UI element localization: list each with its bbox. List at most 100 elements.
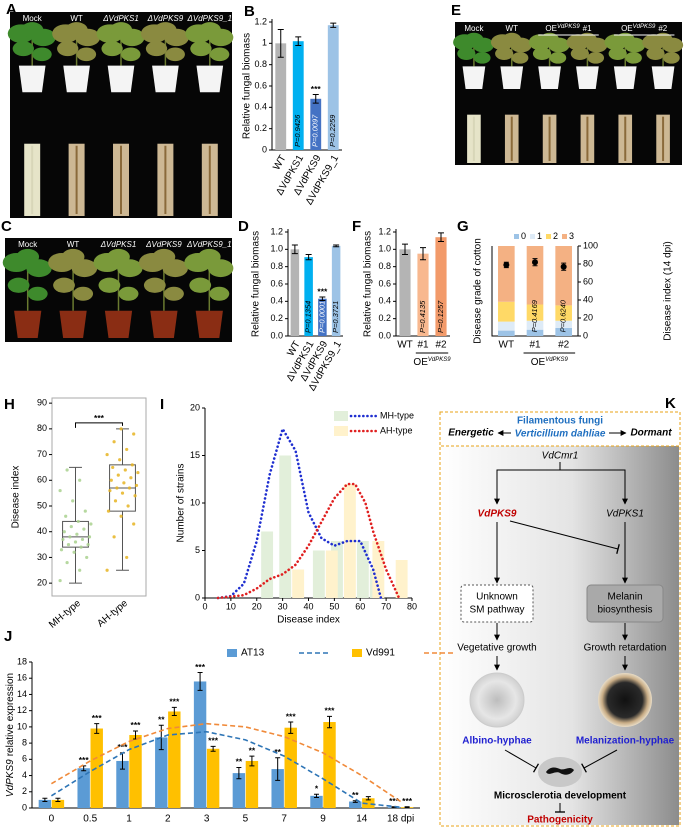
error-bar	[197, 672, 203, 691]
pot	[538, 66, 561, 90]
data-point	[125, 447, 129, 452]
bar	[372, 541, 385, 598]
x-tick-label: 0	[202, 601, 207, 611]
legend-swatch	[334, 411, 348, 421]
bar-segment	[555, 320, 572, 328]
trend-curve	[216, 427, 383, 600]
chart-panel: G 0 20 40 60 80 100 0 1 2 3 WT P=0.4169 #1 P=0.6240 #2 O…	[457, 218, 674, 368]
disease-index-point	[532, 259, 538, 266]
x-tick-label: 80	[407, 601, 417, 611]
pot	[104, 310, 133, 339]
leaf	[53, 277, 75, 293]
leaf	[608, 47, 627, 60]
whisker	[69, 547, 82, 584]
data-point	[59, 548, 64, 552]
x-tick-label: MH-type	[47, 598, 83, 631]
phenotype: Albino-hyphae	[462, 736, 532, 747]
significance: ***	[325, 706, 336, 716]
leaf	[16, 248, 40, 265]
pot	[195, 310, 223, 339]
leaf	[549, 52, 567, 64]
tick-label: 10	[17, 721, 27, 731]
significance: **	[352, 790, 359, 800]
data-point	[120, 491, 125, 495]
tick-label: 0	[583, 330, 588, 340]
panel-letter: J	[4, 628, 12, 645]
growth: Growth retardation	[584, 643, 667, 654]
tick-label: 0.2	[254, 123, 267, 133]
data-point	[115, 486, 119, 490]
leaf	[109, 22, 133, 38]
box	[62, 520, 89, 548]
data-point	[136, 470, 140, 475]
group-label: OEVdPKS9 #1	[545, 24, 592, 34]
tick-label: 10	[190, 497, 200, 507]
tick-label: 0.4	[254, 102, 267, 112]
bar	[168, 711, 181, 808]
data-point	[86, 542, 90, 547]
axis-label: Disease index	[11, 466, 22, 529]
significance: ***	[118, 742, 129, 752]
axis-label: Disease grade of cotton	[473, 238, 484, 344]
significance: ***	[402, 796, 413, 806]
p-value: P=0.3721	[331, 301, 340, 333]
chart-panel: D0.00.20.40.60.81.01.2WTP=0.1354ΔVdPKS1P…	[238, 218, 344, 393]
leaf	[21, 22, 44, 38]
leaf	[587, 52, 605, 64]
pot	[196, 65, 224, 93]
bar	[312, 550, 325, 598]
p-value: P=0.6240	[559, 299, 568, 332]
panel-letter: F	[352, 218, 361, 235]
bar	[327, 25, 339, 151]
pot	[576, 66, 599, 90]
significance: **	[274, 747, 281, 757]
pot	[651, 66, 675, 90]
tick-label: 1	[262, 38, 267, 48]
leaf	[65, 22, 88, 38]
bar-segment	[498, 330, 515, 336]
bar	[77, 768, 90, 808]
tick-label: 18	[17, 656, 27, 666]
x-tick-label: 5	[243, 814, 249, 825]
leaf	[615, 32, 635, 47]
data-point	[125, 555, 129, 560]
photo-label: WT	[506, 24, 519, 33]
photo-label: Mock	[18, 240, 38, 249]
x-tick-label: 50	[329, 601, 339, 611]
group-suffix: #2	[658, 24, 667, 33]
p-value: P=0.4135	[418, 300, 427, 333]
axis-label: Relative fungal biomass	[242, 33, 253, 139]
x-tick-label: 0	[49, 814, 55, 825]
error-bar	[438, 232, 444, 243]
legend-label: AH-type	[380, 425, 413, 435]
chart-panel: B00.20.40.60.811.2WTP=0.9426ΔVdPKS1P=0.0…	[242, 3, 342, 207]
significance: ***	[79, 755, 90, 765]
group-label: OEVdPKS9 #2	[621, 24, 668, 34]
pathway: SM pathway	[469, 605, 524, 616]
bar-segment	[526, 320, 544, 330]
tick-label: 20	[190, 402, 200, 412]
data-point	[73, 540, 78, 544]
tick-label: 80	[583, 258, 593, 268]
x-tick-label: WT	[271, 153, 288, 172]
error-bar	[277, 28, 284, 58]
data-point	[105, 568, 109, 572]
leaf	[143, 277, 166, 293]
axis-label: Relative fungal biomass	[251, 231, 262, 337]
legend-label: 3	[569, 231, 574, 241]
photo-label: ΔVdPKS9	[145, 240, 182, 249]
tick-label: 70	[37, 449, 47, 459]
bar	[290, 249, 300, 336]
state-label: Dormant	[630, 428, 672, 439]
bar	[310, 795, 323, 808]
data-point	[112, 440, 116, 444]
data-point	[126, 504, 130, 508]
data-point	[78, 478, 82, 482]
x-tick-label: #2	[435, 340, 447, 351]
legend-swatch	[334, 426, 348, 436]
error-bar	[288, 721, 294, 734]
axis-label: VdPKS9 relative expression	[5, 673, 16, 797]
bar-segment	[498, 246, 515, 302]
data-point	[113, 499, 118, 503]
x-tick-label: 60	[355, 601, 365, 611]
